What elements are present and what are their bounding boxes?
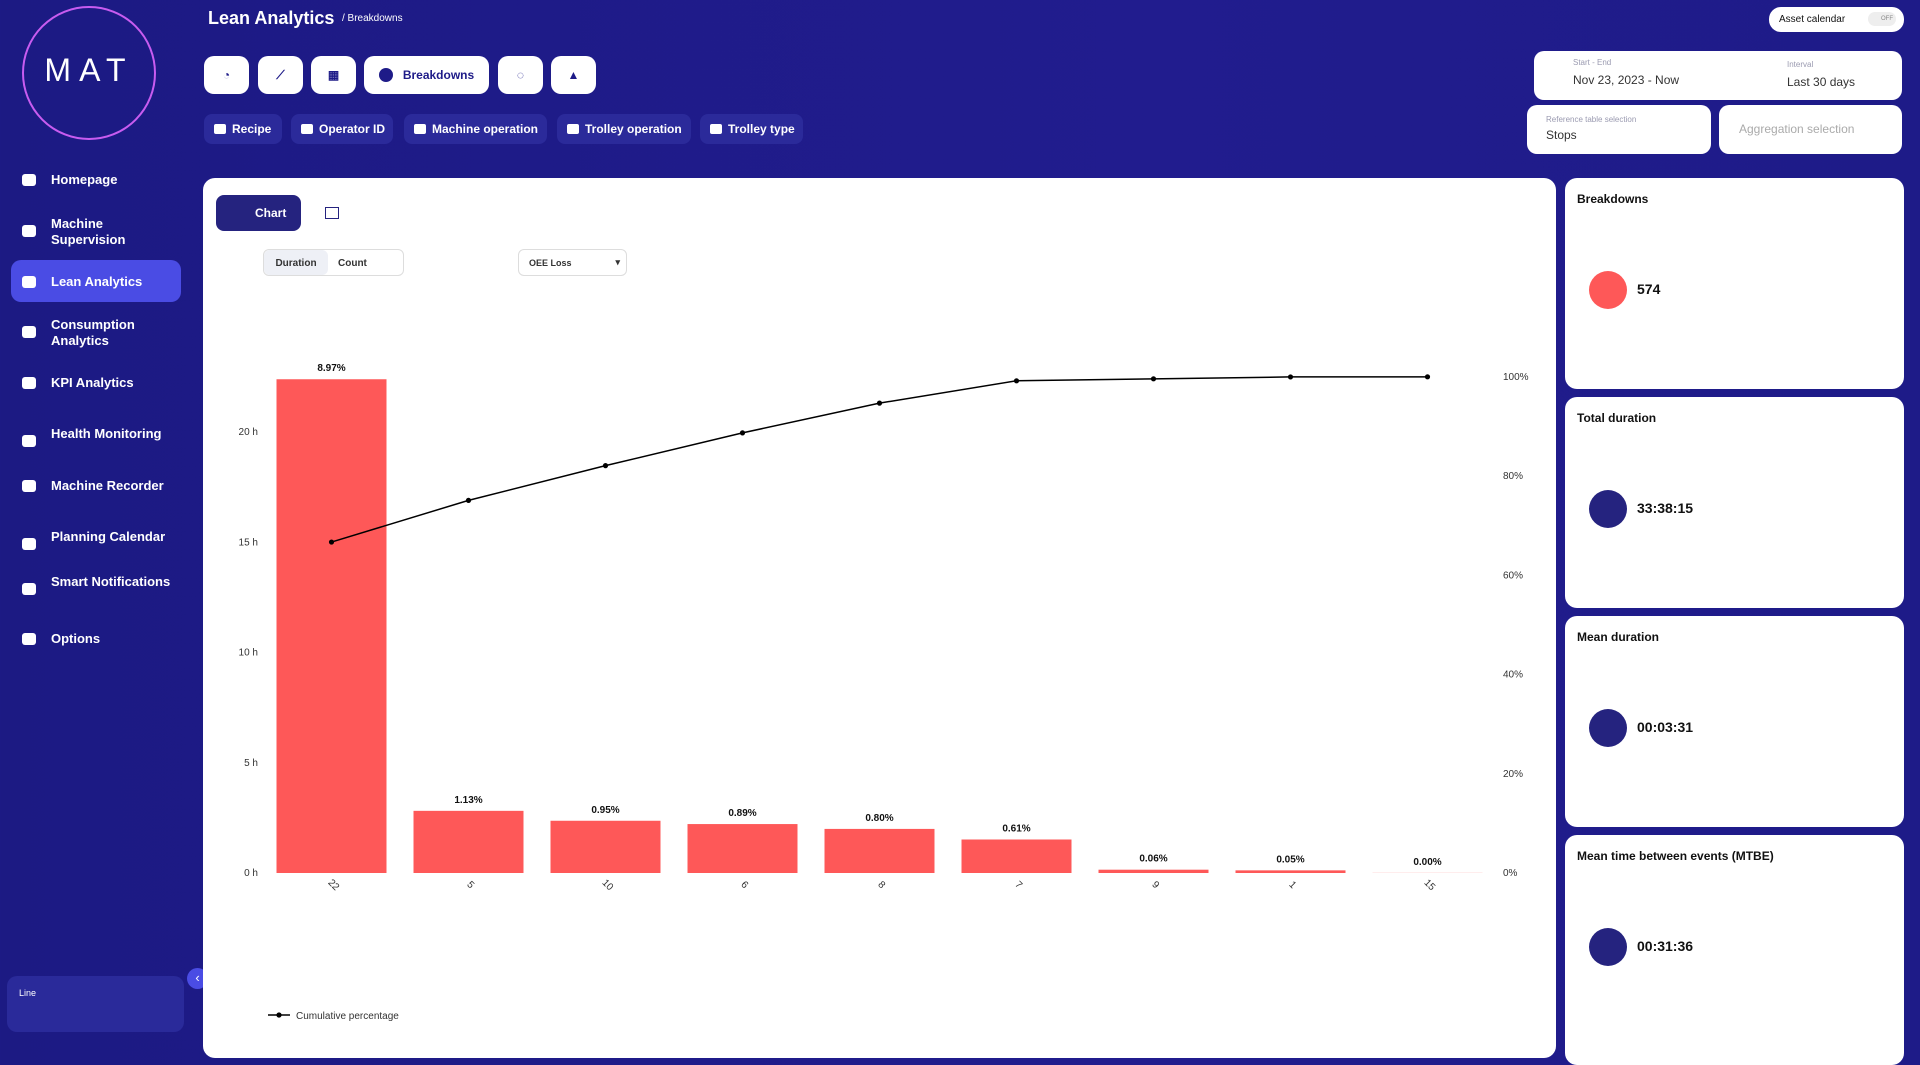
date-value: Nov 23, 2023 - Now	[1573, 73, 1679, 87]
tab-grid[interactable]: ▦	[311, 56, 356, 94]
metric-option[interactable]: Duration	[264, 250, 328, 275]
nav-item[interactable]: Planning Calendar	[51, 529, 171, 545]
nav-icon	[22, 435, 36, 447]
filter-chip[interactable]: Recipe	[204, 114, 282, 144]
kpi-card: Breakdowns 574	[1565, 178, 1904, 389]
nav-icon	[22, 377, 36, 389]
filter-chip[interactable]: Trolley operation	[557, 114, 691, 144]
caret: ▾	[615, 257, 620, 268]
nav-icon	[22, 174, 36, 186]
kpi-icon	[1589, 928, 1627, 966]
nav-icon	[22, 326, 36, 338]
kpi-value: 00:31:36	[1637, 938, 1693, 954]
aggregation-placeholder: Aggregation selection	[1739, 122, 1854, 136]
nav-item[interactable]: Smart Notifications	[51, 574, 171, 590]
kpi-title: Mean time between events (MTBE)	[1577, 849, 1774, 863]
kpi-card: Total duration 33:38:15	[1565, 397, 1904, 608]
interval-label: Interval	[1787, 60, 1813, 69]
loss-select-label: OEE Loss	[529, 258, 572, 268]
nav-item[interactable]: Lean Analytics	[51, 274, 171, 290]
kpi-card: Mean time between events (MTBE) 00:31:36	[1565, 835, 1904, 1065]
tab-trend[interactable]: ⟋	[258, 56, 303, 94]
nav-item[interactable]: Health Monitoring	[51, 426, 171, 442]
metric-option[interactable]: Count	[328, 250, 367, 275]
page-title: Lean Analytics	[208, 8, 334, 29]
reference-label: Reference table selection	[1546, 115, 1636, 124]
chart-panel: Chart Duration Count OEE Loss ▾	[203, 178, 1556, 1058]
asset-calendar[interactable]: Asset calendar OFF	[1769, 7, 1904, 32]
kpi-title: Breakdowns	[1577, 192, 1648, 206]
filter-chip[interactable]: Machine operation	[404, 114, 547, 144]
kpi-title: Total duration	[1577, 411, 1656, 425]
nav-icon	[22, 276, 36, 288]
metric-toggle: Duration Count	[263, 249, 404, 276]
tab-speed[interactable]: ◌	[498, 56, 543, 94]
loss-select[interactable]: OEE Loss ▾	[518, 249, 627, 276]
date-label: Start - End	[1573, 58, 1611, 67]
tab-label: Breakdowns	[403, 68, 474, 82]
breadcrumb: / Breakdowns	[342, 13, 403, 24]
nav-icon	[22, 583, 36, 595]
interval-value: Last 30 days	[1787, 75, 1855, 89]
kpi-value: 33:38:15	[1637, 500, 1693, 516]
reference-value: Stops	[1546, 128, 1577, 142]
nav-item[interactable]: KPI Analytics	[51, 375, 171, 391]
logo: MAT	[22, 52, 156, 89]
chart-view-button[interactable]: Chart	[216, 195, 301, 231]
nav-item[interactable]: Machine Supervision	[51, 216, 171, 248]
tab-pie[interactable]: ◔	[204, 56, 249, 94]
tab-alert[interactable]: ▲	[551, 56, 596, 94]
asset-calendar-label: Asset calendar	[1779, 14, 1845, 25]
nav-icon	[22, 225, 36, 237]
kpi-value: 00:03:31	[1637, 719, 1693, 735]
nav-icon	[22, 633, 36, 645]
kpi-icon	[1589, 271, 1627, 309]
nav-item[interactable]: Options	[51, 631, 171, 647]
filter-chip[interactable]: Operator ID	[291, 114, 393, 144]
kpi-value: 574	[1637, 281, 1660, 297]
kpi-title: Mean duration	[1577, 630, 1659, 644]
reference-select[interactable]: Reference table selection Stops	[1527, 105, 1711, 154]
nav-item[interactable]: Machine Recorder	[51, 478, 171, 494]
aggregation-select[interactable]: Aggregation selection	[1719, 105, 1902, 154]
table-view-button[interactable]	[325, 207, 339, 219]
toggle[interactable]: OFF	[1868, 12, 1896, 26]
date-box[interactable]: Start - End Nov 23, 2023 - Now Interval …	[1534, 51, 1902, 100]
line-box[interactable]: Line	[7, 976, 184, 1032]
nav-item[interactable]: Homepage	[51, 172, 171, 188]
kpi-card: Mean duration 00:03:31	[1565, 616, 1904, 827]
nav-icon	[22, 480, 36, 492]
kpi-icon	[1589, 490, 1627, 528]
filter-chip[interactable]: Trolley type	[700, 114, 803, 144]
tab-breakdowns[interactable]: Breakdowns	[364, 56, 489, 94]
nav-icon	[22, 538, 36, 550]
kpi-icon	[1589, 709, 1627, 747]
line-label: Line	[19, 988, 36, 998]
nav-item[interactable]: Consumption Analytics	[51, 317, 171, 349]
